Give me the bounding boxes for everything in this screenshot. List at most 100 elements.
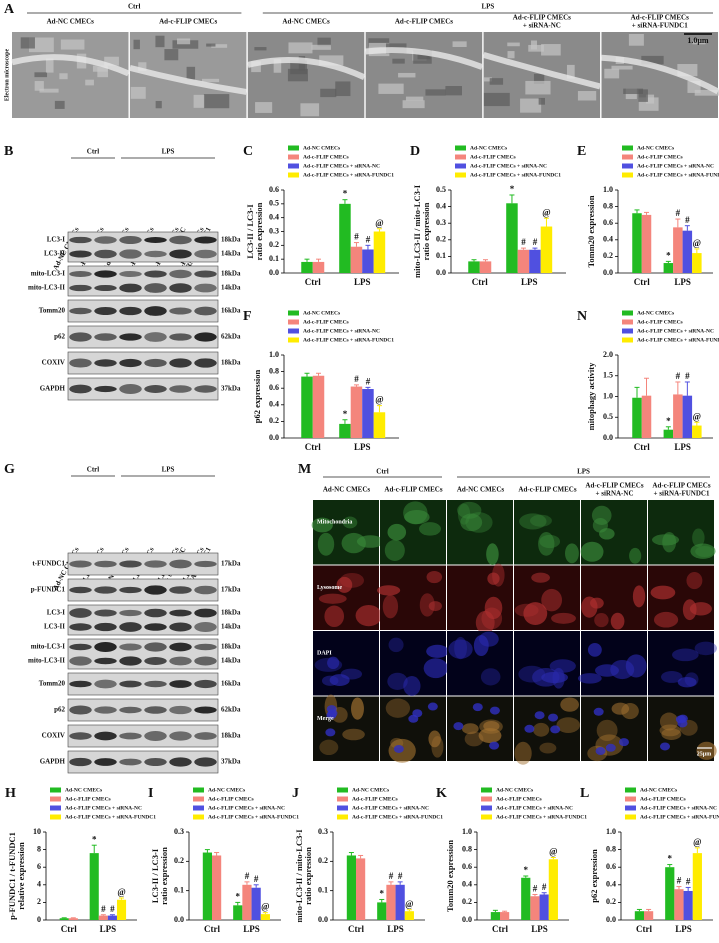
cell xyxy=(404,510,430,525)
column-label: Ad-c-FLIP CMECs xyxy=(395,18,453,26)
cell xyxy=(387,523,407,541)
legend-swatch xyxy=(625,787,636,793)
blot-band xyxy=(169,731,192,741)
cell xyxy=(428,730,441,748)
nucleus xyxy=(453,722,464,731)
y-tick-label: 4 xyxy=(37,880,41,889)
cell xyxy=(426,570,443,584)
row-label: mito-LC3-II xyxy=(28,284,65,292)
cell xyxy=(539,742,557,754)
blot-band xyxy=(69,236,92,244)
legend-label: Ad-c-FLIP CMECs + siRNA-FUNDC1 xyxy=(640,814,719,820)
blot-band xyxy=(69,608,92,618)
legend-swatch xyxy=(288,163,299,169)
legend-label: Ad-c-FLIP CMECs + siRNA-NC xyxy=(303,328,380,334)
y-tick-label: 0.8 xyxy=(269,366,279,375)
y-tick-label: 0.0 xyxy=(603,433,613,442)
em-texture xyxy=(533,73,545,84)
kda-label: 14kDa xyxy=(221,657,241,665)
cell xyxy=(478,728,502,744)
y-tick-label: 0.8 xyxy=(606,844,616,853)
significance-mark: @ xyxy=(693,411,701,421)
bar xyxy=(644,911,654,920)
cell xyxy=(423,658,448,679)
legend-swatch xyxy=(481,805,492,811)
em-texture xyxy=(20,37,35,49)
column-label: Ad-NC CMECs xyxy=(47,18,95,26)
axis-title: Tomm20 expression xyxy=(445,840,455,912)
y-tick-label: 0.0 xyxy=(269,433,279,442)
legend-label: Ad-c-FLIP CMECs xyxy=(208,796,254,802)
blot-band xyxy=(169,656,192,666)
blot-band xyxy=(144,236,167,244)
blot-band xyxy=(119,283,142,293)
cell xyxy=(461,723,479,735)
significance-mark: # xyxy=(685,371,690,381)
blot-band xyxy=(94,706,117,714)
x-tick-label: LPS xyxy=(675,924,692,934)
row-label: LC3-I xyxy=(47,236,66,244)
group-label: Ctrl xyxy=(87,466,99,474)
em-texture xyxy=(687,81,701,93)
panel-letter: G xyxy=(4,462,15,477)
em-texture xyxy=(452,41,467,48)
em-texture xyxy=(378,83,404,94)
blot-band xyxy=(119,235,142,245)
legend-swatch xyxy=(193,805,204,811)
em-texture xyxy=(577,91,597,101)
bar xyxy=(663,429,674,438)
blot-band xyxy=(119,586,142,594)
bar xyxy=(540,226,553,273)
cell xyxy=(596,719,618,742)
y-tick-label: 0.3 xyxy=(174,827,184,836)
cell xyxy=(382,594,399,619)
row-label: LC3-II xyxy=(44,250,65,258)
column-label: + siRNA-NC xyxy=(523,22,561,30)
y-tick-label: 0 xyxy=(37,915,41,924)
em-texture xyxy=(104,56,119,66)
cell xyxy=(431,735,444,758)
blot-band xyxy=(119,384,142,394)
cell xyxy=(672,648,699,662)
panel-letter: H xyxy=(5,786,16,801)
em-texture xyxy=(483,92,510,107)
em-texture xyxy=(628,34,644,46)
em-image xyxy=(601,32,718,118)
y-tick-label: 0.6 xyxy=(269,185,279,194)
x-tick-label: Ctrl xyxy=(492,924,508,934)
significance-mark: * xyxy=(524,865,529,875)
cell xyxy=(694,641,718,656)
em-texture xyxy=(59,73,68,80)
cell xyxy=(587,643,602,657)
nucleus xyxy=(472,703,483,712)
x-tick-label: Ctrl xyxy=(305,277,321,287)
legend-swatch xyxy=(622,337,633,343)
legend-label: Ad-c-FLIP CMECs + siRNA-NC xyxy=(208,805,285,811)
row-label: Mitochondria xyxy=(317,519,352,525)
blot-band xyxy=(94,642,117,652)
bar xyxy=(301,261,313,273)
x-tick-label: LPS xyxy=(674,277,691,287)
blot-band xyxy=(69,757,92,767)
y-tick-label: 0.1 xyxy=(436,251,446,260)
cell xyxy=(426,644,449,658)
y-tick-label: 0.4 xyxy=(603,235,613,244)
legend-swatch xyxy=(481,796,492,802)
y-tick-label: 0.2 xyxy=(436,235,446,244)
legend-swatch xyxy=(625,805,636,811)
bar xyxy=(362,249,374,273)
y-tick-label: 0.0 xyxy=(436,268,446,277)
blot-band xyxy=(169,269,192,279)
legend-swatch xyxy=(193,787,204,793)
blot-band xyxy=(144,385,167,393)
blot-band xyxy=(119,270,142,278)
y-tick-label: 0.0 xyxy=(606,915,616,924)
cell xyxy=(610,612,625,630)
nucleus xyxy=(408,714,419,723)
cell xyxy=(577,673,602,684)
cell xyxy=(611,702,630,715)
column-label: Ad-c-FLIP CMECs xyxy=(652,482,710,490)
axis-title: mito-LC3-II / mito-LC3-I xyxy=(294,829,304,923)
bar xyxy=(663,263,674,273)
bar xyxy=(674,889,684,920)
